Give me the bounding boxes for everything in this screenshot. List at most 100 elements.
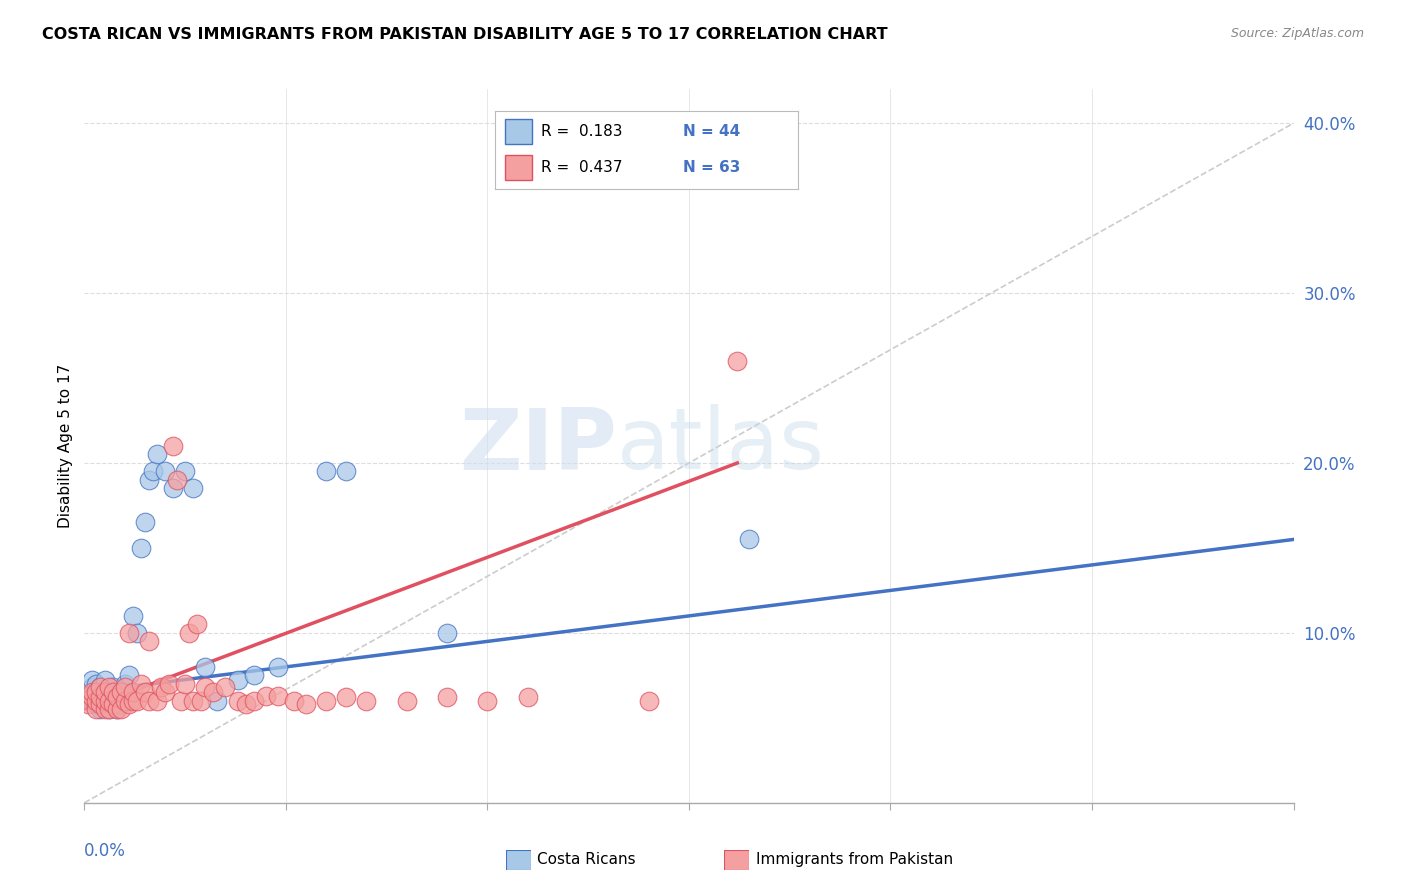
Point xyxy=(93,702,115,716)
Point xyxy=(125,626,148,640)
Point xyxy=(516,690,538,705)
Point xyxy=(138,694,160,708)
Point xyxy=(181,482,204,496)
Point xyxy=(105,690,128,705)
Point xyxy=(114,694,136,708)
Point xyxy=(121,694,143,708)
Point xyxy=(174,465,197,479)
Point xyxy=(114,680,136,694)
Point xyxy=(477,694,499,708)
Point xyxy=(93,685,115,699)
Point xyxy=(226,673,249,688)
Point xyxy=(153,685,176,699)
Point xyxy=(267,660,290,674)
Point xyxy=(738,533,761,547)
Point xyxy=(101,698,124,712)
Point xyxy=(93,685,115,699)
Point xyxy=(356,694,378,708)
Point xyxy=(86,694,108,708)
Point xyxy=(162,482,184,496)
Text: Immigrants from Pakistan: Immigrants from Pakistan xyxy=(756,853,953,867)
Point xyxy=(101,680,124,694)
Text: atlas: atlas xyxy=(616,404,824,488)
Point xyxy=(86,702,108,716)
Point xyxy=(157,677,180,691)
Point xyxy=(146,694,169,708)
Point xyxy=(179,626,201,640)
Point xyxy=(86,685,108,699)
Point xyxy=(129,541,152,555)
Point xyxy=(121,685,143,699)
Point xyxy=(194,660,217,674)
Point xyxy=(335,690,357,705)
Point xyxy=(202,685,225,699)
Point xyxy=(436,690,458,705)
Point xyxy=(93,694,115,708)
Point xyxy=(110,685,132,699)
Text: 0.0%: 0.0% xyxy=(84,842,127,860)
Point xyxy=(207,694,229,708)
Point xyxy=(134,685,156,699)
Point xyxy=(149,680,172,694)
Point xyxy=(129,677,152,691)
Point xyxy=(97,685,120,699)
Point xyxy=(114,694,136,708)
Point xyxy=(295,698,318,712)
Point xyxy=(105,690,128,705)
Point xyxy=(118,698,141,712)
Point xyxy=(110,685,132,699)
Point xyxy=(89,690,111,705)
Point xyxy=(125,694,148,708)
Point xyxy=(82,680,104,694)
Point xyxy=(153,465,176,479)
Point xyxy=(105,702,128,716)
Point xyxy=(86,685,108,699)
Point xyxy=(166,473,188,487)
Point xyxy=(89,680,111,694)
Point xyxy=(82,685,104,699)
Point xyxy=(86,677,108,691)
Point xyxy=(114,677,136,691)
Point xyxy=(97,694,120,708)
Point xyxy=(101,685,124,699)
Y-axis label: Disability Age 5 to 17: Disability Age 5 to 17 xyxy=(58,364,73,528)
Point xyxy=(97,702,120,716)
Point xyxy=(77,690,100,705)
Text: Source: ZipAtlas.com: Source: ZipAtlas.com xyxy=(1230,27,1364,40)
Point xyxy=(235,698,257,712)
Point xyxy=(283,694,305,708)
Point xyxy=(121,608,143,623)
Point xyxy=(142,465,165,479)
Point xyxy=(89,690,111,705)
Point xyxy=(214,680,236,694)
Point xyxy=(101,694,124,708)
Point xyxy=(82,690,104,705)
Point xyxy=(110,702,132,716)
Point xyxy=(86,698,108,712)
Point xyxy=(97,680,120,694)
Point xyxy=(118,626,141,640)
Point xyxy=(174,677,197,691)
Text: Costa Ricans: Costa Ricans xyxy=(537,853,636,867)
Point xyxy=(242,668,264,682)
Point xyxy=(242,694,264,708)
Point xyxy=(170,694,193,708)
Point xyxy=(725,354,748,368)
Point xyxy=(138,473,160,487)
Point xyxy=(93,694,115,708)
Point xyxy=(194,680,217,694)
Point xyxy=(315,694,337,708)
Point xyxy=(89,702,111,716)
Point xyxy=(110,698,132,712)
Point xyxy=(395,694,418,708)
Point xyxy=(267,689,290,703)
Point xyxy=(89,698,111,712)
Point xyxy=(134,516,156,530)
Point xyxy=(162,439,184,453)
Text: COSTA RICAN VS IMMIGRANTS FROM PAKISTAN DISABILITY AGE 5 TO 17 CORRELATION CHART: COSTA RICAN VS IMMIGRANTS FROM PAKISTAN … xyxy=(42,27,887,42)
Text: ZIP: ZIP xyxy=(458,404,616,488)
Point xyxy=(138,634,160,648)
Point xyxy=(82,673,104,688)
Point xyxy=(637,694,659,708)
Point xyxy=(97,694,120,708)
